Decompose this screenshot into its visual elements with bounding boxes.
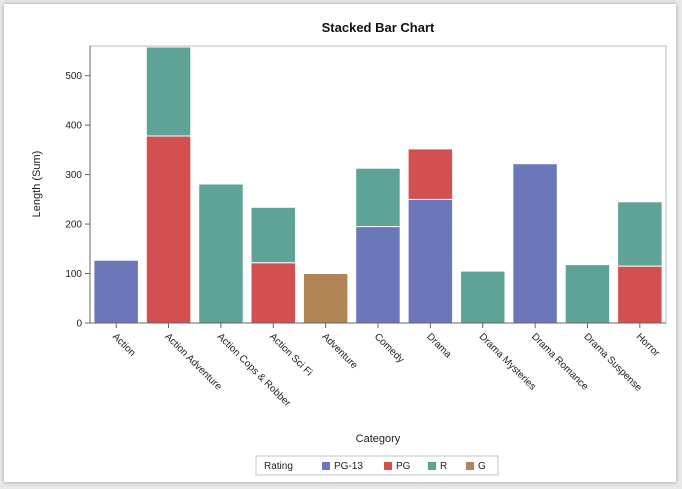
chart-panel: Stacked Bar Chart 0 100 200 300 400 500 Actio… bbox=[4, 4, 676, 482]
bar-segment-8-0 bbox=[512, 163, 558, 324]
x-tick-label: Action bbox=[110, 331, 137, 358]
x-tick-label: Comedy bbox=[372, 331, 406, 365]
x-tick-label: Drama Mysteries bbox=[477, 331, 538, 392]
stacked-bar-chart: Stacked Bar Chart 0 100 200 300 400 500 Actio… bbox=[31, 20, 667, 476]
bar-segment-5-2 bbox=[355, 167, 401, 228]
legend-swatch bbox=[428, 462, 436, 470]
bar-segment-1-1 bbox=[145, 135, 192, 324]
legend-title: Rating bbox=[264, 461, 293, 472]
legend-label: G bbox=[478, 461, 486, 472]
x-tick-label: Drama bbox=[424, 331, 453, 360]
bar-segment-6-0 bbox=[407, 198, 454, 324]
y-axis-label: Length (Sum) bbox=[31, 151, 43, 218]
bar-segment-7-2 bbox=[460, 270, 506, 324]
x-tick-label: Action Adventure bbox=[162, 331, 224, 393]
bar-segment-3-1 bbox=[250, 262, 296, 324]
bar-segment-2-2 bbox=[198, 183, 244, 324]
bar-segment-6-1 bbox=[407, 148, 454, 200]
legend-swatch bbox=[322, 462, 330, 470]
legend-label: PG bbox=[396, 461, 411, 472]
bar-segment-10-2 bbox=[617, 201, 663, 267]
bar-segment-10-1 bbox=[617, 265, 663, 324]
y-tick-label: 500 bbox=[65, 71, 82, 82]
legend-label: PG-13 bbox=[334, 461, 363, 472]
x-tick-label: Drama Suspense bbox=[581, 331, 644, 394]
bar-segment-0-0 bbox=[93, 259, 139, 324]
y-tick-label: 300 bbox=[65, 170, 82, 181]
chart-title: Stacked Bar Chart bbox=[322, 20, 435, 35]
bar-segment-3-2 bbox=[250, 206, 296, 264]
legend: Rating PG-13 PG R G bbox=[255, 455, 499, 476]
bar-segment-9-2 bbox=[564, 264, 611, 324]
y-tick-label: 200 bbox=[65, 220, 82, 231]
x-tick-label: Horror bbox=[634, 331, 662, 359]
y-tick-label: 400 bbox=[65, 121, 82, 132]
bar-layer bbox=[93, 46, 663, 324]
y-tick-label: 0 bbox=[76, 319, 82, 330]
y-tick-label: 100 bbox=[65, 269, 82, 280]
legend-box bbox=[255, 455, 499, 476]
legend-swatch bbox=[466, 462, 474, 470]
x-axis-label: Category bbox=[356, 433, 401, 445]
bar-segment-1-2 bbox=[145, 46, 192, 137]
x-tick-label: Action Sci Fi bbox=[267, 331, 314, 378]
legend-swatch bbox=[384, 462, 392, 470]
x-tick-label: Adventure bbox=[320, 331, 360, 371]
legend-items: PG-13 PG R G bbox=[322, 461, 486, 472]
x-tick-label: Drama Romance bbox=[529, 331, 591, 393]
y-axis-ticks: 0 100 200 300 400 500 bbox=[65, 71, 90, 330]
legend-label: R bbox=[440, 461, 447, 472]
bar-segment-4-3 bbox=[302, 273, 349, 324]
bar-segment-5-0 bbox=[355, 226, 401, 324]
